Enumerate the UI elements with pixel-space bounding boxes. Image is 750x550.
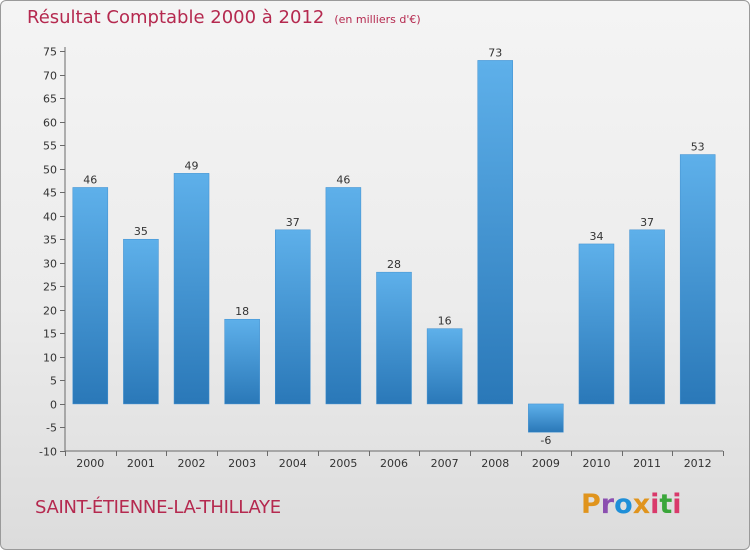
y-tick-label: -5 xyxy=(46,422,57,435)
logo-letter: i xyxy=(650,489,660,520)
value-label-2000: 46 xyxy=(83,173,97,186)
y-tick-label: 50 xyxy=(43,164,57,177)
logo-letter: r xyxy=(600,489,615,520)
logo-letter: o xyxy=(614,489,633,520)
bar-2012 xyxy=(679,154,716,405)
x-tick-label-2011: 2011 xyxy=(633,457,661,470)
y-tick-label: 20 xyxy=(43,305,57,318)
commune-name: SAINT-ÉTIENNE-LA-THILLAYE xyxy=(35,497,281,518)
value-label-2001: 35 xyxy=(134,225,148,238)
x-tick-label-2003: 2003 xyxy=(228,457,256,470)
proxiti-logo[interactable]: Proxiti xyxy=(581,489,682,520)
axes: -10 -5 0 5 10 15 20 25 30 35 40 45 50 55 60 65 70 75 2000 2… xyxy=(39,46,724,470)
x-tick-label-2008: 2008 xyxy=(481,457,509,470)
y-tick-label: 15 xyxy=(43,328,57,341)
logo-letter: x xyxy=(632,489,651,520)
bar-2007 xyxy=(426,328,463,405)
value-label-2004: 37 xyxy=(286,216,300,229)
x-tick-label-2010: 2010 xyxy=(582,457,610,470)
x-tick-label-2000: 2000 xyxy=(76,457,104,470)
bar-2005 xyxy=(325,187,362,405)
x-tick-label-2006: 2006 xyxy=(380,457,408,470)
x-tick-label-2004: 2004 xyxy=(279,457,307,470)
logo-letter: P xyxy=(581,489,601,520)
value-label-2009: -6 xyxy=(540,434,551,447)
y-tick-label: 30 xyxy=(43,258,57,271)
bar-2006 xyxy=(376,271,412,405)
bar-2002 xyxy=(173,173,210,405)
value-label-2005: 46 xyxy=(336,173,350,186)
x-tick-label-2009: 2009 xyxy=(532,457,560,470)
bar-2009 xyxy=(528,403,564,433)
y-tick-label: 10 xyxy=(43,352,57,365)
y-tick-label: 35 xyxy=(43,234,57,247)
unit-label: (en milliers d'€) xyxy=(334,13,421,26)
y-tick-label: 70 xyxy=(43,70,57,83)
chart-title: Résultat Comptable 2000 à 2012 (en millie… xyxy=(27,7,421,28)
y-tick-label: -10 xyxy=(39,446,57,459)
x-tick-label-2005: 2005 xyxy=(329,457,357,470)
title-text: Résultat Comptable 2000 à 2012 xyxy=(27,7,325,28)
value-label-2012: 53 xyxy=(691,141,705,154)
x-tick-label-2007: 2007 xyxy=(431,457,459,470)
value-label-2010: 34 xyxy=(589,230,603,243)
y-tick-label: 0 xyxy=(50,399,57,412)
value-label-2006: 28 xyxy=(387,258,401,271)
y-tick-label: 65 xyxy=(43,93,57,106)
y-tick-label: 5 xyxy=(50,375,57,388)
y-tick-label: 55 xyxy=(43,140,57,153)
value-label-2007: 16 xyxy=(438,315,452,328)
y-tick-label: 75 xyxy=(43,46,57,59)
bars xyxy=(72,60,716,433)
y-tick-label: 45 xyxy=(43,187,57,200)
x-tick-label-2012: 2012 xyxy=(684,457,712,470)
bar-2001 xyxy=(123,238,159,405)
y-tick-label: 60 xyxy=(43,117,57,130)
bar-2010 xyxy=(578,243,615,405)
logo-letter: i xyxy=(672,489,682,520)
bar-2000 xyxy=(72,187,109,405)
value-labels: 46 35 49 18 37 46 28 16 73 -6 34 37 53 xyxy=(83,46,704,447)
value-label-2003: 18 xyxy=(235,305,249,318)
value-label-2011: 37 xyxy=(640,216,654,229)
x-tick-label-2002: 2002 xyxy=(178,457,206,470)
bar-2008 xyxy=(477,60,513,405)
bar-2003 xyxy=(224,318,260,405)
bar-2011 xyxy=(629,229,665,405)
logo-letter: t xyxy=(659,489,673,520)
x-tick-label-2001: 2001 xyxy=(127,457,155,470)
y-tick-label: 25 xyxy=(43,281,57,294)
value-label-2008: 73 xyxy=(488,46,502,59)
bar-2004 xyxy=(275,229,311,405)
y-tick-label: 40 xyxy=(43,211,57,224)
value-label-2002: 49 xyxy=(185,159,199,172)
